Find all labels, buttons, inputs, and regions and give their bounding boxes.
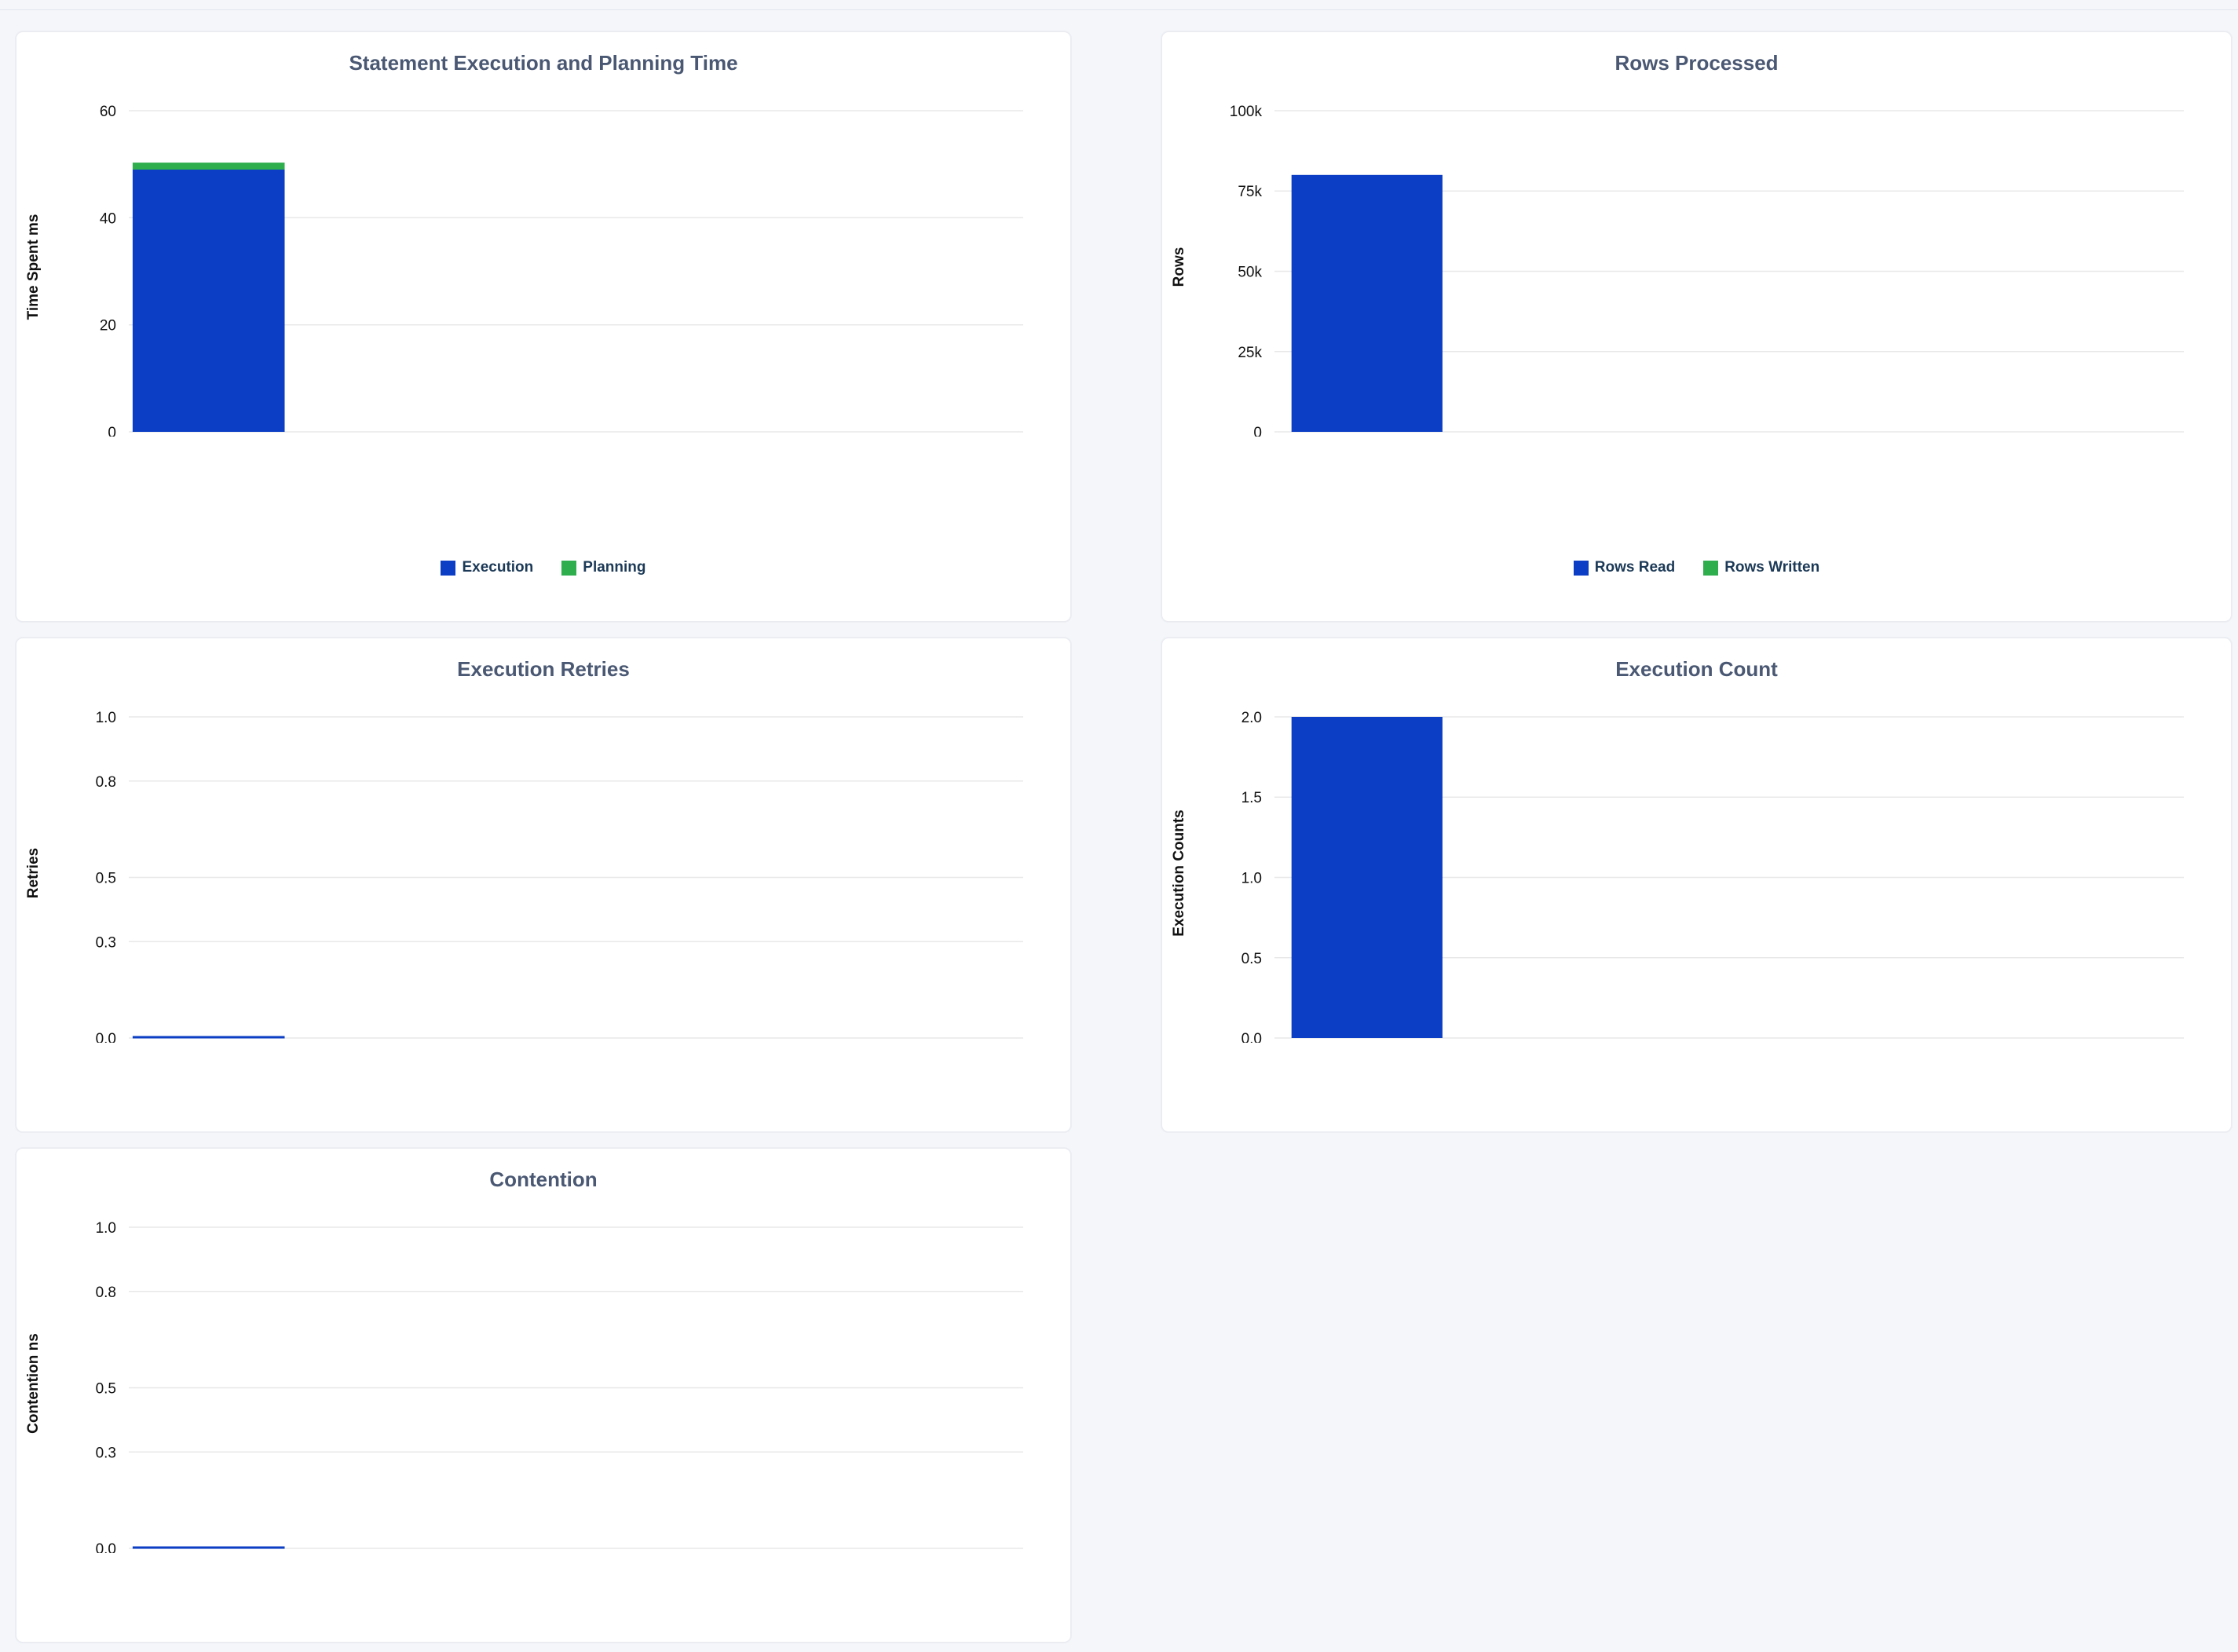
svg-text:100k: 100k	[1230, 104, 1263, 120]
svg-text:0.3: 0.3	[96, 934, 116, 951]
svg-text:1.0: 1.0	[96, 710, 116, 726]
svg-text:20: 20	[100, 318, 116, 334]
svg-text:50k: 50k	[1238, 265, 1262, 281]
svg-text:0.0: 0.0	[96, 1031, 116, 1043]
svg-text:0.0: 0.0	[1242, 1031, 1262, 1043]
svg-text:0.5: 0.5	[96, 1381, 116, 1398]
svg-text:1.0: 1.0	[96, 1220, 116, 1237]
svg-text:0: 0	[108, 425, 116, 437]
svg-text:0.0: 0.0	[96, 1541, 116, 1553]
svg-text:1.0: 1.0	[1242, 871, 1262, 887]
svg-text:0.8: 0.8	[96, 1285, 116, 1301]
svg-text:1.5: 1.5	[1242, 790, 1262, 806]
svg-text:0.3: 0.3	[96, 1445, 116, 1461]
svg-text:0.5: 0.5	[1242, 951, 1262, 967]
svg-text:40: 40	[100, 210, 116, 227]
svg-text:25k: 25k	[1238, 345, 1262, 361]
svg-text:0: 0	[1253, 425, 1262, 437]
svg-text:75k: 75k	[1238, 184, 1262, 200]
svg-text:2.0: 2.0	[1242, 710, 1262, 726]
svg-text:60: 60	[100, 104, 116, 120]
svg-text:0.8: 0.8	[96, 774, 116, 791]
svg-text:0.5: 0.5	[96, 871, 116, 887]
